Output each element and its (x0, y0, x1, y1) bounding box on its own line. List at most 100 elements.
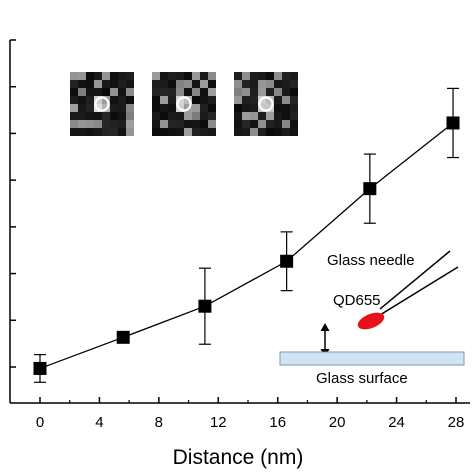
inset-pixel (192, 128, 200, 136)
inset-pixel (168, 128, 176, 136)
inset-pixel (160, 80, 168, 88)
inset-pixel (152, 120, 160, 128)
inset-pixel (102, 72, 110, 80)
inset-pixel (86, 104, 94, 112)
inset-pixel (168, 88, 176, 96)
inset-pixel (234, 88, 242, 96)
inset-pixel (192, 72, 200, 80)
inset-pixel (242, 112, 250, 120)
inset-pixel (70, 72, 78, 80)
inset-pixel (126, 112, 134, 120)
inset-pixel (168, 104, 176, 112)
inset-pixel (274, 120, 282, 128)
inset-pixel (110, 72, 118, 80)
inset-pixel (160, 120, 168, 128)
data-point (363, 182, 377, 196)
data-point (116, 330, 130, 344)
inset-pixel (118, 104, 126, 112)
inset-pixel (282, 96, 290, 104)
inset-pixel (282, 128, 290, 136)
inset-pixel (200, 96, 208, 104)
inset-pixel (290, 72, 298, 80)
inset-pixel (290, 128, 298, 136)
inset-pixel (152, 112, 160, 120)
inset-pixel (78, 96, 86, 104)
inset-pixel (168, 72, 176, 80)
microscope-image-3 (234, 72, 298, 136)
inset-pixel (290, 96, 298, 104)
inset-pixel (70, 120, 78, 128)
inset-pixel (266, 88, 274, 96)
inset-pixel (160, 104, 168, 112)
inset-pixel (126, 128, 134, 136)
inset-pixel (200, 104, 208, 112)
inset-pixel (160, 128, 168, 136)
inset-pixel (282, 88, 290, 96)
inset-pixel (152, 88, 160, 96)
inset-pixel (250, 120, 258, 128)
inset-pixel (118, 128, 126, 136)
inset-pixel (250, 128, 258, 136)
inset-pixel (200, 88, 208, 96)
inset-pixel (234, 112, 242, 120)
inset-pixel (208, 88, 216, 96)
inset-pixel (274, 80, 282, 88)
inset-pixel (184, 88, 192, 96)
inset-pixel (86, 88, 94, 96)
inset-pixel (126, 120, 134, 128)
quantum-dot (357, 312, 385, 330)
inset-pixel (70, 88, 78, 96)
inset-pixel (184, 128, 192, 136)
x-tick-labels: 0 4 8 12 16 20 24 28 (36, 414, 465, 431)
x-tick-label: 28 (448, 414, 465, 431)
axes (9, 39, 470, 404)
schematic-diagram: Glass needle QD655 Glass surface (279, 250, 465, 387)
inset-pixel (86, 96, 94, 104)
inset-pixel (126, 104, 134, 112)
microscope-image-2 (152, 72, 216, 136)
inset-pixel (168, 120, 176, 128)
inset-pixel (192, 120, 200, 128)
inset-pixel (258, 120, 266, 128)
inset-pixel (94, 80, 102, 88)
inset-pixel (126, 72, 134, 80)
inset-pixel (290, 80, 298, 88)
inset-marker-circle (176, 96, 192, 112)
distance-arrow-head-up (320, 323, 330, 331)
inset-pixel (200, 112, 208, 120)
inset-pixel (168, 80, 176, 88)
inset-pixel (110, 96, 118, 104)
inset-pixel (70, 80, 78, 88)
inset-pixel (168, 96, 176, 104)
inset-pixel (192, 88, 200, 96)
inset-pixel (192, 104, 200, 112)
inset-pixel (274, 88, 282, 96)
inset-pixel (242, 88, 250, 96)
inset-pixel (266, 80, 274, 88)
inset-pixel (234, 104, 242, 112)
inset-pixel (176, 72, 184, 80)
x-tick-label: 12 (210, 414, 227, 431)
x-tick-label: 0 (36, 414, 44, 431)
inset-pixel (126, 96, 134, 104)
inset-pixel (176, 80, 184, 88)
inset-pixel (242, 80, 250, 88)
inset-pixel (102, 128, 110, 136)
inset-pixel (160, 72, 168, 80)
inset-pixel (94, 120, 102, 128)
inset-pixel (118, 96, 126, 104)
needle-line-1 (379, 250, 451, 310)
inset-pixel (70, 128, 78, 136)
inset-pixel (258, 80, 266, 88)
inset-pixel (118, 72, 126, 80)
inset-pixel (152, 104, 160, 112)
inset-pixel (160, 112, 168, 120)
x-tick-label: 8 (155, 414, 163, 431)
inset-pixel (110, 80, 118, 88)
inset-pixel (290, 120, 298, 128)
inset-pixel (184, 112, 192, 120)
inset-pixel (118, 112, 126, 120)
inset-pixel (78, 88, 86, 96)
inset-pixel (208, 104, 216, 112)
x-axis-title: Distance (nm) (173, 446, 304, 469)
